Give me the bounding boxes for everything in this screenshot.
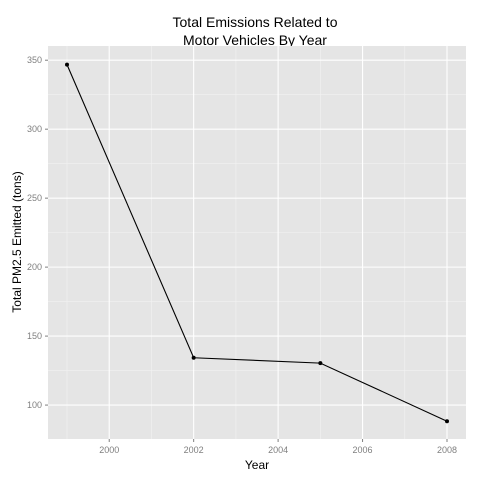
x-tick-label: 2000: [99, 445, 119, 455]
y-tick-label: 100: [27, 400, 42, 410]
x-tick-label: 2004: [268, 445, 288, 455]
series-line: [66, 64, 448, 422]
x-axis-title: Year: [245, 458, 269, 472]
y-tick-label: 350: [27, 55, 42, 65]
data-point: [445, 419, 449, 424]
x-tick-label: 2006: [353, 445, 373, 455]
chart-title-line-2: Motor Vehicles By Year: [183, 32, 327, 48]
series-polyline: [66, 64, 448, 422]
y-tick-label: 200: [27, 262, 42, 272]
y-tick-label: 250: [27, 193, 42, 203]
x-tick-label: 2008: [437, 445, 457, 455]
data-point: [191, 355, 196, 360]
x-axis: 2000 2002 2004 2006 2008: [99, 439, 457, 455]
y-tick-label: 300: [27, 124, 42, 134]
x-tick-label: 2002: [184, 445, 204, 455]
minor-grid: [48, 46, 466, 439]
y-tick-label: 150: [27, 331, 42, 341]
data-point: [65, 62, 69, 67]
series-points: [65, 62, 449, 424]
data-point: [318, 361, 323, 366]
y-axis-title: Total PM2.5 Emitted (tons): [10, 171, 24, 312]
major-grid: [48, 46, 466, 439]
chart-title-line-1: Total Emissions Related to: [173, 14, 338, 30]
y-axis: 100 150 200 250 300 350: [27, 55, 48, 410]
plot-panel: [48, 46, 466, 439]
